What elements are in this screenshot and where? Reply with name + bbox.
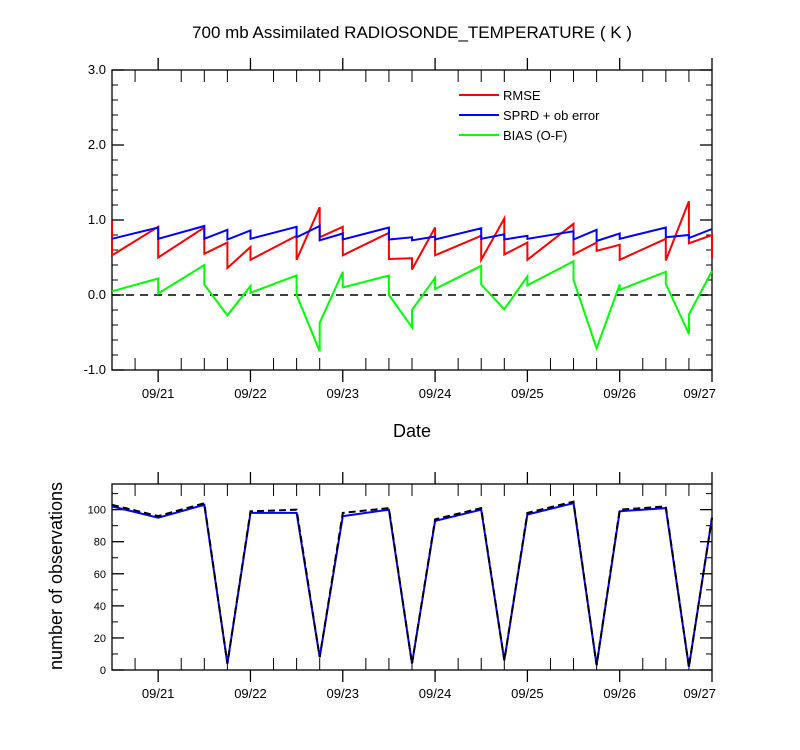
y-tick-label: 20 xyxy=(94,633,106,645)
y-tick-label: 3.0 xyxy=(88,62,106,77)
chart-title: 700 mb Assimilated RADIOSONDE_TEMPERATUR… xyxy=(192,23,632,42)
y-tick-label: 80 xyxy=(94,537,106,549)
y-tick-label: 1.0 xyxy=(88,212,106,227)
x-tick-label: 09/25 xyxy=(511,386,544,401)
series-line-used-observations xyxy=(111,501,713,667)
x-tick-label: 09/26 xyxy=(603,386,636,401)
y-tick-label: -1.0 xyxy=(84,362,106,377)
y-tick-label: 0 xyxy=(100,665,106,677)
x-tick-label: 09/22 xyxy=(234,686,267,701)
x-tick-label: 09/22 xyxy=(234,386,267,401)
top-chart: 700 mb Assimilated RADIOSONDE_TEMPERATUR… xyxy=(84,23,716,441)
legend-label-rmse: RMSE xyxy=(503,88,541,103)
series-line-bias-o-f xyxy=(111,259,713,352)
bottom-plot-area: 0 20 40 60 80 100 09/21 09/22 09/23 09/24 09/25 09/… xyxy=(88,472,716,701)
series-line-sprd-ob-error xyxy=(111,224,713,243)
y-tick-label: 60 xyxy=(94,569,106,581)
y-axis-label: number of observations xyxy=(46,482,66,670)
x-tick-label: 09/21 xyxy=(142,386,175,401)
bottom-chart: 0 20 40 60 80 100 09/21 09/22 09/23 09/24 09/25 09/… xyxy=(46,472,716,701)
legend-label-sprd-ob-error: SPRD + ob error xyxy=(503,108,600,123)
x-axis-label: Date xyxy=(393,421,431,441)
x-tick-label: 09/27 xyxy=(683,386,716,401)
legend-label-bias-o-f: BIAS (O-F) xyxy=(503,128,567,143)
x-tick-label: 09/23 xyxy=(326,386,359,401)
y-tick-label: 40 xyxy=(94,601,106,613)
x-tick-label: 09/24 xyxy=(419,686,452,701)
x-tick-label: 09/23 xyxy=(326,686,359,701)
y-tick-label: 0.0 xyxy=(88,287,106,302)
x-tick-label: 09/27 xyxy=(683,686,716,701)
series-line-possible-observations xyxy=(111,500,713,667)
series-line-rmse xyxy=(111,200,713,271)
y-tick-label: 2.0 xyxy=(88,137,106,152)
x-tick-label: 09/21 xyxy=(142,686,175,701)
x-tick-label: 09/26 xyxy=(603,686,636,701)
x-tick-label: 09/24 xyxy=(419,386,452,401)
x-tick-label: 09/25 xyxy=(511,686,544,701)
legend: RMSE SPRD + ob error BIAS (O-F) xyxy=(459,88,600,143)
y-tick-label: 100 xyxy=(88,505,106,517)
top-plot-area: -1.0 0.0 1.0 2.0 3.0 09/21 09/22 09/23 09/24 09/2… xyxy=(84,58,716,401)
